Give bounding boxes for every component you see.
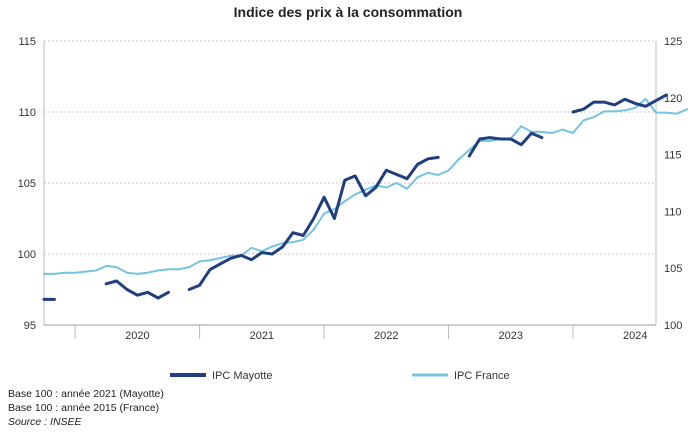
legend-label: IPC Mayotte	[212, 370, 273, 382]
note-base-mayotte: Base 100 : année 2021 (Mayotte)	[8, 388, 164, 400]
y-right-tick-label: 105	[664, 263, 682, 275]
series-line-ipc-mayotte	[467, 131, 544, 158]
y-right-tick-label: 115	[664, 150, 682, 162]
x-tick-label: 2024	[623, 330, 647, 342]
y-right-tick-label: 110	[664, 206, 682, 218]
note-base-france: Base 100 : année 2015 (France)	[8, 402, 160, 414]
y-left-tick-label: 105	[18, 178, 36, 190]
x-tick-label: 2021	[250, 330, 274, 342]
y-right-tick-label: 100	[664, 320, 682, 332]
chart-title: Indice des prix à la consommation	[233, 4, 463, 20]
y-left-tick-label: 100	[18, 249, 36, 261]
y-right-tick-label: 125	[664, 36, 682, 48]
series-line-ipc-mayotte	[187, 155, 440, 291]
series-line-ipc-mayotte	[104, 279, 170, 300]
y-left-tick-label: 115	[18, 36, 36, 48]
x-tick-label: 2020	[125, 330, 149, 342]
y-left-tick-label: 110	[18, 107, 36, 119]
legend-label: IPC France	[454, 370, 510, 382]
x-tick-label: 2022	[374, 330, 398, 342]
series-line-ipc-france	[43, 97, 689, 275]
series-line-ipc-mayotte	[571, 93, 668, 114]
note-source: Source : INSEE	[8, 416, 82, 428]
x-tick-label: 2023	[499, 330, 523, 342]
y-left-tick-label: 95	[24, 320, 36, 332]
y-right-tick-label: 120	[664, 93, 682, 105]
